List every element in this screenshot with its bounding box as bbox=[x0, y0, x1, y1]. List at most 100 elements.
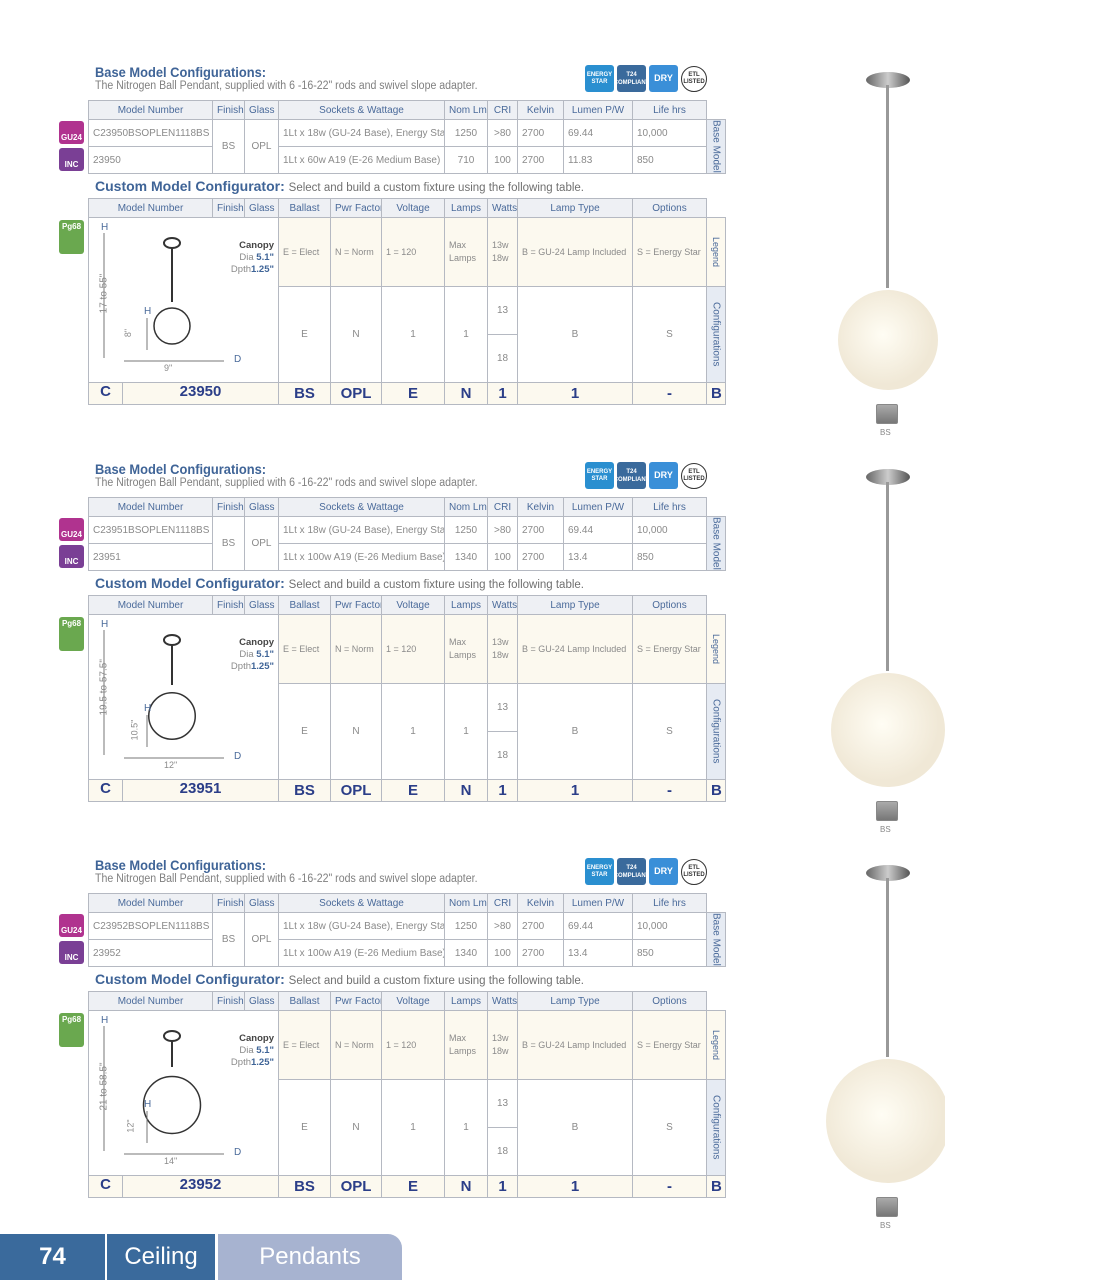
shade-height-letter: H bbox=[144, 703, 152, 714]
sku-row: C23951 BSOPLEN11-BS SKU bbox=[88, 779, 726, 802]
finish-swatch[interactable] bbox=[876, 1197, 898, 1217]
sku-part: OPL bbox=[330, 1175, 382, 1198]
legend-lamps: Max Lamps bbox=[444, 614, 488, 684]
t24-icon: T24 COMPLIANT bbox=[617, 462, 646, 489]
model-number: C23952BSOPLEN1118BS bbox=[88, 912, 213, 940]
config-lamps: 1 bbox=[444, 286, 488, 383]
shade-width: 9" bbox=[164, 363, 173, 373]
inc-icon: INC bbox=[59, 148, 84, 171]
footer-category[interactable]: Ceiling bbox=[107, 1234, 215, 1280]
column-header: Sockets & Wattage bbox=[278, 893, 445, 913]
config-lamp-type: B bbox=[517, 683, 633, 780]
etl-listed-icon: ETL LISTED bbox=[681, 462, 707, 489]
glass: OPL bbox=[244, 912, 279, 967]
column-header: Glass bbox=[244, 100, 279, 120]
base-model-table: Model Number Finish Glass Sockets & Wattage… bbox=[88, 100, 726, 174]
shade-width: 12" bbox=[164, 760, 178, 770]
finish: BS bbox=[212, 912, 245, 967]
sku-part: N bbox=[444, 1175, 488, 1198]
canopy-depth: 1.25" bbox=[251, 264, 274, 275]
sku-model: 23952 bbox=[179, 1176, 222, 1194]
legend-lamps: Max Lamps bbox=[444, 1010, 488, 1080]
t24-icon: T24 COMPLIANT bbox=[617, 858, 646, 885]
column-header: Sockets & Wattage bbox=[278, 100, 445, 120]
height-letter: H bbox=[101, 619, 109, 630]
custom-configurator-heading: Custom Model Configurator: Select and bu… bbox=[95, 178, 584, 194]
lumen-pw: 13.4 bbox=[563, 939, 633, 967]
sockets-wattage: 1Lt x 18w (GU-24 Base), Energy Star bbox=[278, 912, 445, 940]
sku-part: B bbox=[706, 1175, 726, 1198]
configurator-table: Model Number Finish Glass Ballast Pwr Factor… bbox=[88, 595, 726, 802]
side-label-configurations: Configurations bbox=[706, 1079, 726, 1176]
lumen-pw: 69.44 bbox=[563, 516, 633, 544]
certification-icons: ENERGY STAR T24 COMPLIANT DRY ETL LISTED bbox=[585, 462, 707, 489]
finish: BS bbox=[212, 119, 245, 174]
watt-option: 13 bbox=[488, 288, 517, 335]
model-number: C23951BSOPLEN1118BS bbox=[88, 516, 213, 544]
canopy-dia: 5.1" bbox=[256, 252, 274, 263]
custom-configurator-heading: Custom Model Configurator: Select and bu… bbox=[95, 575, 584, 591]
column-header: CRI bbox=[487, 100, 518, 120]
column-header: Options bbox=[632, 595, 707, 615]
sockets-wattage: 1Lt x 100w A19 (E-26 Medium Base) bbox=[278, 939, 445, 967]
product-photo bbox=[831, 469, 945, 787]
nom-lm: 1250 bbox=[444, 516, 488, 544]
cri: >80 bbox=[487, 119, 518, 147]
canopy-label: Canopy bbox=[239, 1033, 274, 1044]
t24-icon: T24 COMPLIANT bbox=[617, 65, 646, 92]
canopy-label: Canopy bbox=[239, 240, 274, 251]
side-label-legend: Legend bbox=[706, 217, 726, 287]
column-header: Model Number bbox=[88, 497, 213, 517]
legend-pwr-factor: N = Norm bbox=[330, 1010, 382, 1080]
sku-part: 1 bbox=[517, 1175, 633, 1198]
finish-swatch[interactable] bbox=[876, 404, 898, 424]
depth-label: Dpth bbox=[230, 264, 251, 275]
page-reference-icon: Pg68 bbox=[59, 220, 84, 254]
side-label-base-model: Base Model bbox=[706, 912, 726, 967]
cri: >80 bbox=[487, 912, 518, 940]
dimension-diagram: H H D 17 to 55" 8" 9" Canopy Dia 5.1" Dp… bbox=[88, 217, 279, 383]
diameter-letter: D bbox=[234, 354, 242, 365]
column-header: Ballast bbox=[278, 991, 331, 1011]
column-header: Voltage bbox=[381, 595, 445, 615]
sku-model: 23950 bbox=[179, 383, 222, 401]
canopy-dia: 5.1" bbox=[256, 1045, 274, 1056]
cri: >80 bbox=[487, 516, 518, 544]
canopy-dia: 5.1" bbox=[256, 649, 274, 660]
column-header: Finish bbox=[212, 595, 245, 615]
sku-part: E bbox=[381, 382, 445, 405]
column-header: Finish bbox=[212, 100, 245, 120]
watt-option: 13 bbox=[488, 685, 517, 732]
config-options: S bbox=[632, 683, 707, 780]
legend-voltage: 1 = 120 bbox=[381, 1010, 445, 1080]
overall-height: 21 to 58.5" bbox=[98, 1062, 110, 1111]
column-header: Nom Lm bbox=[444, 100, 488, 120]
config-ballast: E bbox=[278, 1079, 331, 1176]
canopy-info: Canopy Dia 5.1" Dpth1.25" bbox=[231, 637, 274, 673]
sku-model: 23951 bbox=[179, 780, 222, 798]
life-hrs: 850 bbox=[632, 146, 707, 174]
pendant-diagram-icon bbox=[103, 630, 224, 759]
sku-part: N bbox=[444, 382, 488, 405]
config-pwr-factor: N bbox=[330, 1079, 382, 1176]
overall-height: 19.5 to 57.5" bbox=[98, 659, 110, 716]
life-hrs: 10,000 bbox=[632, 516, 707, 544]
legend-options: S = Energy Star bbox=[632, 614, 707, 684]
nom-lm: 1250 bbox=[444, 119, 488, 147]
side-label-configurations: Configurations bbox=[706, 286, 726, 383]
watt-option: 18 bbox=[496, 1146, 509, 1157]
dia-label: Dia bbox=[239, 649, 254, 660]
finish-swatch[interactable] bbox=[876, 801, 898, 821]
config-pwr-factor: N bbox=[330, 286, 382, 383]
footer-subcategory[interactable]: Pendants bbox=[218, 1234, 402, 1280]
section-title: Base Model Configurations: bbox=[95, 857, 267, 873]
legend-ballast: E = Elect bbox=[278, 217, 331, 287]
sku-part: E bbox=[381, 779, 445, 802]
legend-lamp-type: B = GU-24 Lamp Included bbox=[517, 1010, 633, 1080]
lumen-pw: 69.44 bbox=[563, 912, 633, 940]
inc-icon: INC bbox=[59, 941, 84, 964]
column-header: Voltage bbox=[381, 991, 445, 1011]
finish: BS bbox=[212, 516, 245, 571]
swatch-label: BS bbox=[880, 1221, 891, 1230]
base-model-table: Model Number Finish Glass Sockets & Wattage… bbox=[88, 893, 726, 967]
